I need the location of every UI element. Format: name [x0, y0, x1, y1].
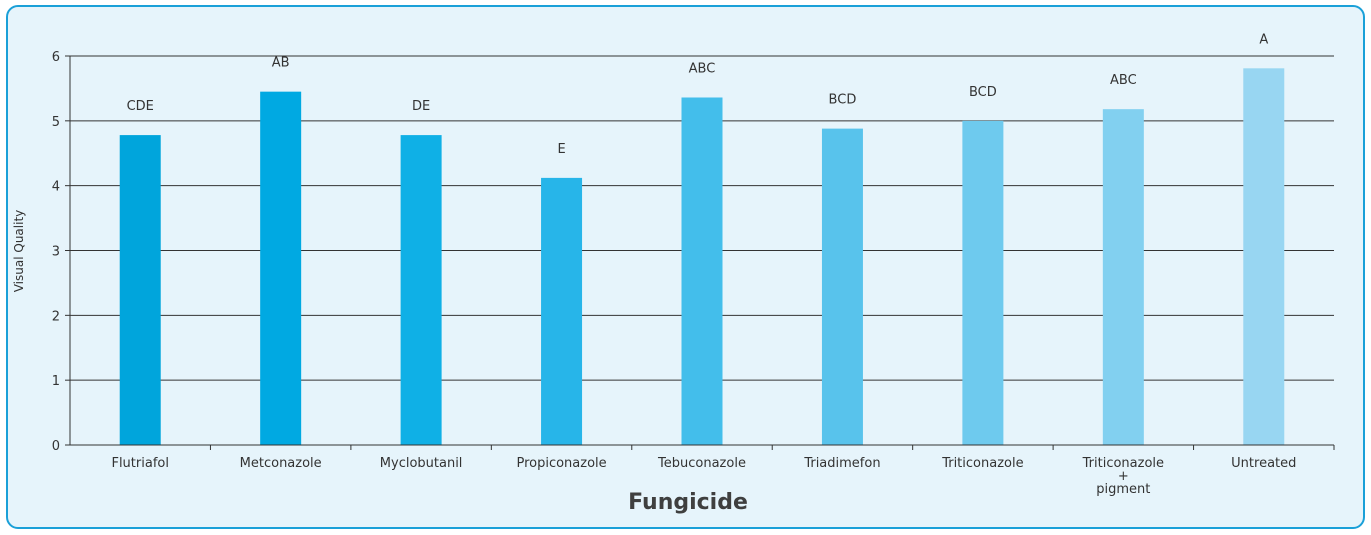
data-label: DE	[412, 99, 430, 114]
y-tick-label: 6	[52, 50, 60, 65]
x-tick-label: Triticonazole	[941, 456, 1023, 471]
bar	[260, 91, 302, 446]
data-label: A	[1259, 32, 1268, 47]
y-axis-title: Visual Quality	[12, 210, 26, 293]
x-tick-label-line: pigment	[1096, 482, 1150, 497]
x-tick-label: Metconazole	[240, 456, 322, 471]
y-tick-label: 0	[52, 439, 60, 454]
x-tick-label-line: Triadimefon	[803, 456, 880, 471]
y-tick-label: 2	[52, 309, 60, 324]
x-tick-label-line: Propiconazole	[516, 456, 606, 471]
y-tick-label: 4	[52, 180, 60, 195]
labels: 0 1 2 3 4 5 6 CDE Flutriafol AB Metconazole DE Myclo…	[52, 32, 1297, 497]
bar	[119, 135, 161, 445]
data-label: ABC	[1110, 73, 1137, 88]
bar	[400, 135, 442, 445]
x-tick-label-line: Triticonazole	[1082, 456, 1164, 471]
data-label: AB	[272, 56, 290, 71]
x-tick-label: Triticonazole + pigment	[1082, 456, 1164, 497]
bar	[1102, 109, 1144, 445]
y-tick-label: 3	[52, 245, 60, 260]
bar	[1243, 68, 1285, 446]
x-tick-label-line: Untreated	[1231, 456, 1296, 471]
y-tick-label: 1	[52, 374, 60, 389]
x-tick-label-line: Myclobutanil	[380, 456, 463, 471]
x-tick-label: Untreated	[1231, 456, 1296, 471]
x-tick-label-line: Metconazole	[240, 456, 322, 471]
data-label: ABC	[689, 61, 716, 76]
x-tick-label: Triadimefon	[803, 456, 880, 471]
bars	[119, 68, 1285, 446]
x-tick-label-line: Triticonazole	[941, 456, 1023, 471]
x-tick-label: Flutriafol	[111, 456, 169, 471]
x-tick-label-line: Tebuconazole	[657, 456, 746, 471]
data-label: CDE	[127, 99, 154, 114]
x-tick-label: Myclobutanil	[380, 456, 463, 471]
bar	[681, 97, 723, 445]
x-tick-label-line: +	[1118, 469, 1129, 484]
bar	[541, 177, 583, 446]
y-tick-label: 5	[52, 115, 60, 130]
x-axis-title: Fungicide	[628, 490, 748, 515]
axes	[65, 55, 1335, 450]
data-label: BCD	[829, 93, 857, 108]
data-label: E	[557, 142, 565, 157]
x-tick-label: Tebuconazole	[657, 456, 746, 471]
x-tick-label-line: Flutriafol	[111, 456, 169, 471]
bar	[962, 120, 1004, 445]
data-label: BCD	[969, 85, 997, 100]
bar	[821, 128, 863, 445]
x-tick-label: Propiconazole	[516, 456, 606, 471]
